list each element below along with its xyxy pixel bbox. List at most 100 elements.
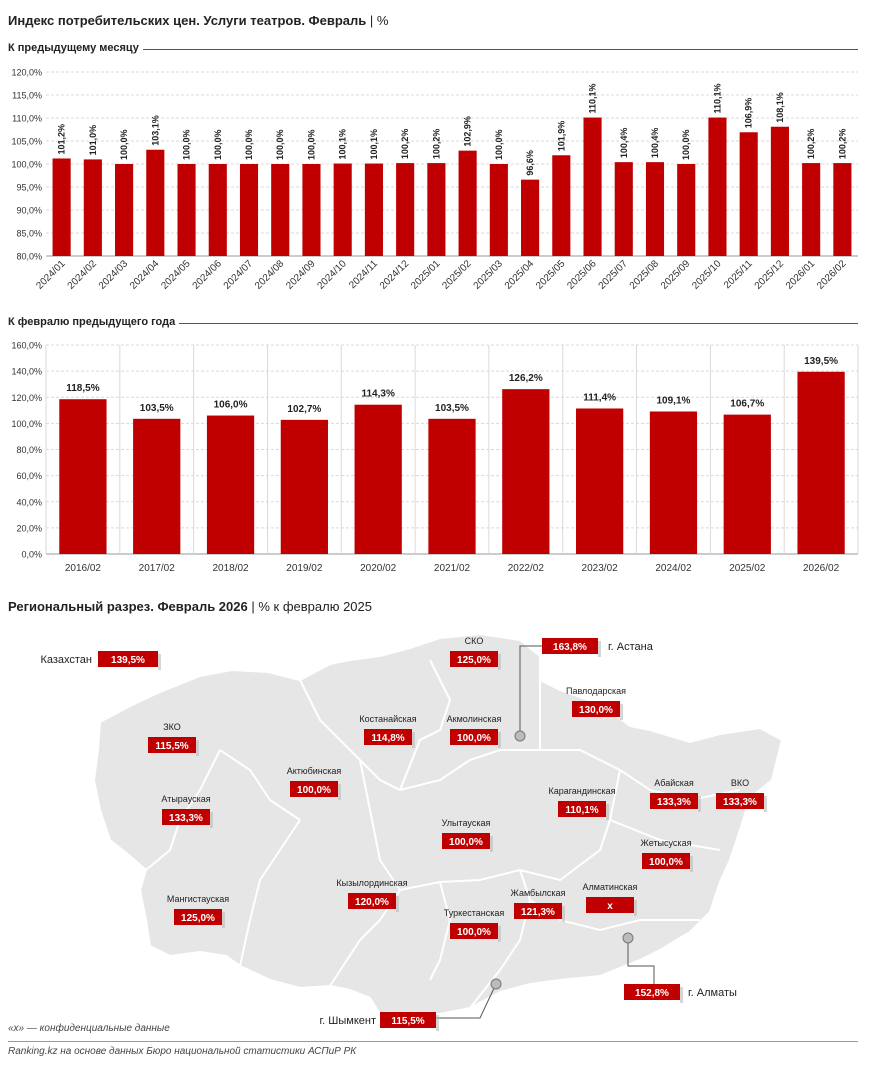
x-tick-label: 2017/02 [139,563,176,574]
region-name: Костанайская [359,714,416,724]
x-tick-label: 2025/04 [503,258,537,292]
region-value: 100,0% [457,927,491,938]
city-name: г. Алматы [688,987,737,999]
bar-value-label: 103,1% [150,115,160,146]
x-tick-label: 2025/03 [472,258,506,292]
bar-value-label: 100,0% [306,129,316,160]
region-box [558,801,606,817]
city-value: 152,8% [635,988,669,999]
bar-value-label: 103,5% [435,403,469,414]
region-box-shadow [196,740,199,756]
y-tick-label: 160,0% [11,341,42,351]
confidential-footnote: «х» — конфиденциальные данные [8,1023,170,1034]
region-box [348,893,396,909]
city-marker [622,932,634,944]
region-box-shadow [634,900,637,916]
bar-value-label: 103,5% [140,403,174,414]
bar-value-label: 100,2% [837,129,847,160]
x-tick-label: 2016/02 [65,563,102,574]
section2-divider [8,323,858,324]
city-name: г. Шымкент [320,1015,377,1027]
y-tick-label: 115,0% [12,91,42,101]
region-value: 115,5% [155,741,188,752]
bar [239,164,259,256]
region-box [450,923,498,939]
region-value: 133,3% [169,813,203,824]
bar [280,419,328,554]
bar [133,418,181,554]
region-box [450,729,498,745]
x-tick-label: 2025/06 [565,258,599,292]
x-tick-label: 2025/11 [722,258,755,291]
region-value: 100,0% [297,785,331,796]
x-tick-label: 2020/02 [360,563,397,574]
y-tick-label: 40,0% [16,497,42,507]
bar-value-label: 100,0% [494,129,504,160]
region-box-shadow [498,732,501,748]
title-text: Индекс потребительских цен. Услуги театр… [8,13,367,28]
x-tick-label: 2024/05 [159,258,193,292]
city-leader-line [519,645,542,736]
region-box [364,729,412,745]
region-outline-west [92,632,784,1020]
kazakhstan-name: Казахстан [40,654,92,666]
x-tick-label: 2026/02 [815,258,849,292]
monthly-bar-chart: 80,0% 85,0% 90,0% 95,0% 100,0% 105,0% 110,0% 11… [11,68,858,292]
bar [208,164,227,256]
x-tick-label: 2024/04 [128,258,162,292]
section1-divider [8,49,858,50]
region-name: Туркестанская [444,908,505,918]
bar [396,163,415,256]
y-tick-label: 85,0% [16,229,42,239]
region-box-shadow [412,732,415,748]
bar-value-label: 100,2% [431,129,441,160]
region-name: Павлодарская [566,686,626,696]
region-value: 100,0% [649,857,683,868]
bar-value-label: 100,1% [369,129,379,160]
region-name: Акмолинская [447,714,502,724]
x-tick-label: 2025/08 [628,258,662,292]
bar [583,117,602,256]
bar [115,164,134,256]
title-separator: | [369,13,377,28]
y-tick-label: 120,0% [11,393,42,403]
source-divider [8,1041,858,1042]
region-box-shadow [620,704,623,720]
region-name: Атырауская [161,794,210,804]
y-tick-label: 80,0% [16,445,42,455]
city-box-shadow [436,1015,439,1031]
map-labels: СКО 125,0% Павлодарская 130,0% Костанайская 1… [40,636,767,1031]
region-value: 121,3% [521,907,555,918]
region-value: 125,0% [457,655,491,666]
region-box-shadow [210,812,213,828]
city-box [542,638,598,654]
source-note: Ranking.kz на основе данных Бюро национа… [8,1046,357,1057]
regional-title-separator: | [251,599,259,614]
x-tick-label: 2026/02 [803,563,840,574]
y-tick-label: 120,0% [11,68,42,78]
bar-value-label: 111,4% [583,392,616,403]
x-tick-label: 2025/09 [659,258,693,292]
x-tick-label: 2024/07 [222,258,256,292]
bar [302,164,321,256]
region-box-shadow [698,796,701,812]
region-name: ВКО [731,778,749,788]
region-name: Мангистауская [167,894,229,904]
x-tick-label: 2023/02 [582,563,619,574]
bar-value-label: 100,0% [244,129,254,160]
y-tick-label: 140,0% [11,367,42,377]
bar-value-label: 118,5% [66,383,99,394]
y-tick-label: 60,0% [16,471,42,481]
x-tick-label: 2025/05 [534,258,568,292]
bar [614,162,633,256]
region-box-shadow [606,804,609,820]
x-tick-label: 2025/07 [597,258,631,292]
region-name: Жетысуская [641,838,692,848]
region-box [162,809,210,825]
bar-value-label: 100,0% [182,129,192,160]
bar [677,164,696,256]
region-box [290,781,338,797]
bar [177,164,196,256]
bar [708,117,727,256]
bar [271,164,290,256]
